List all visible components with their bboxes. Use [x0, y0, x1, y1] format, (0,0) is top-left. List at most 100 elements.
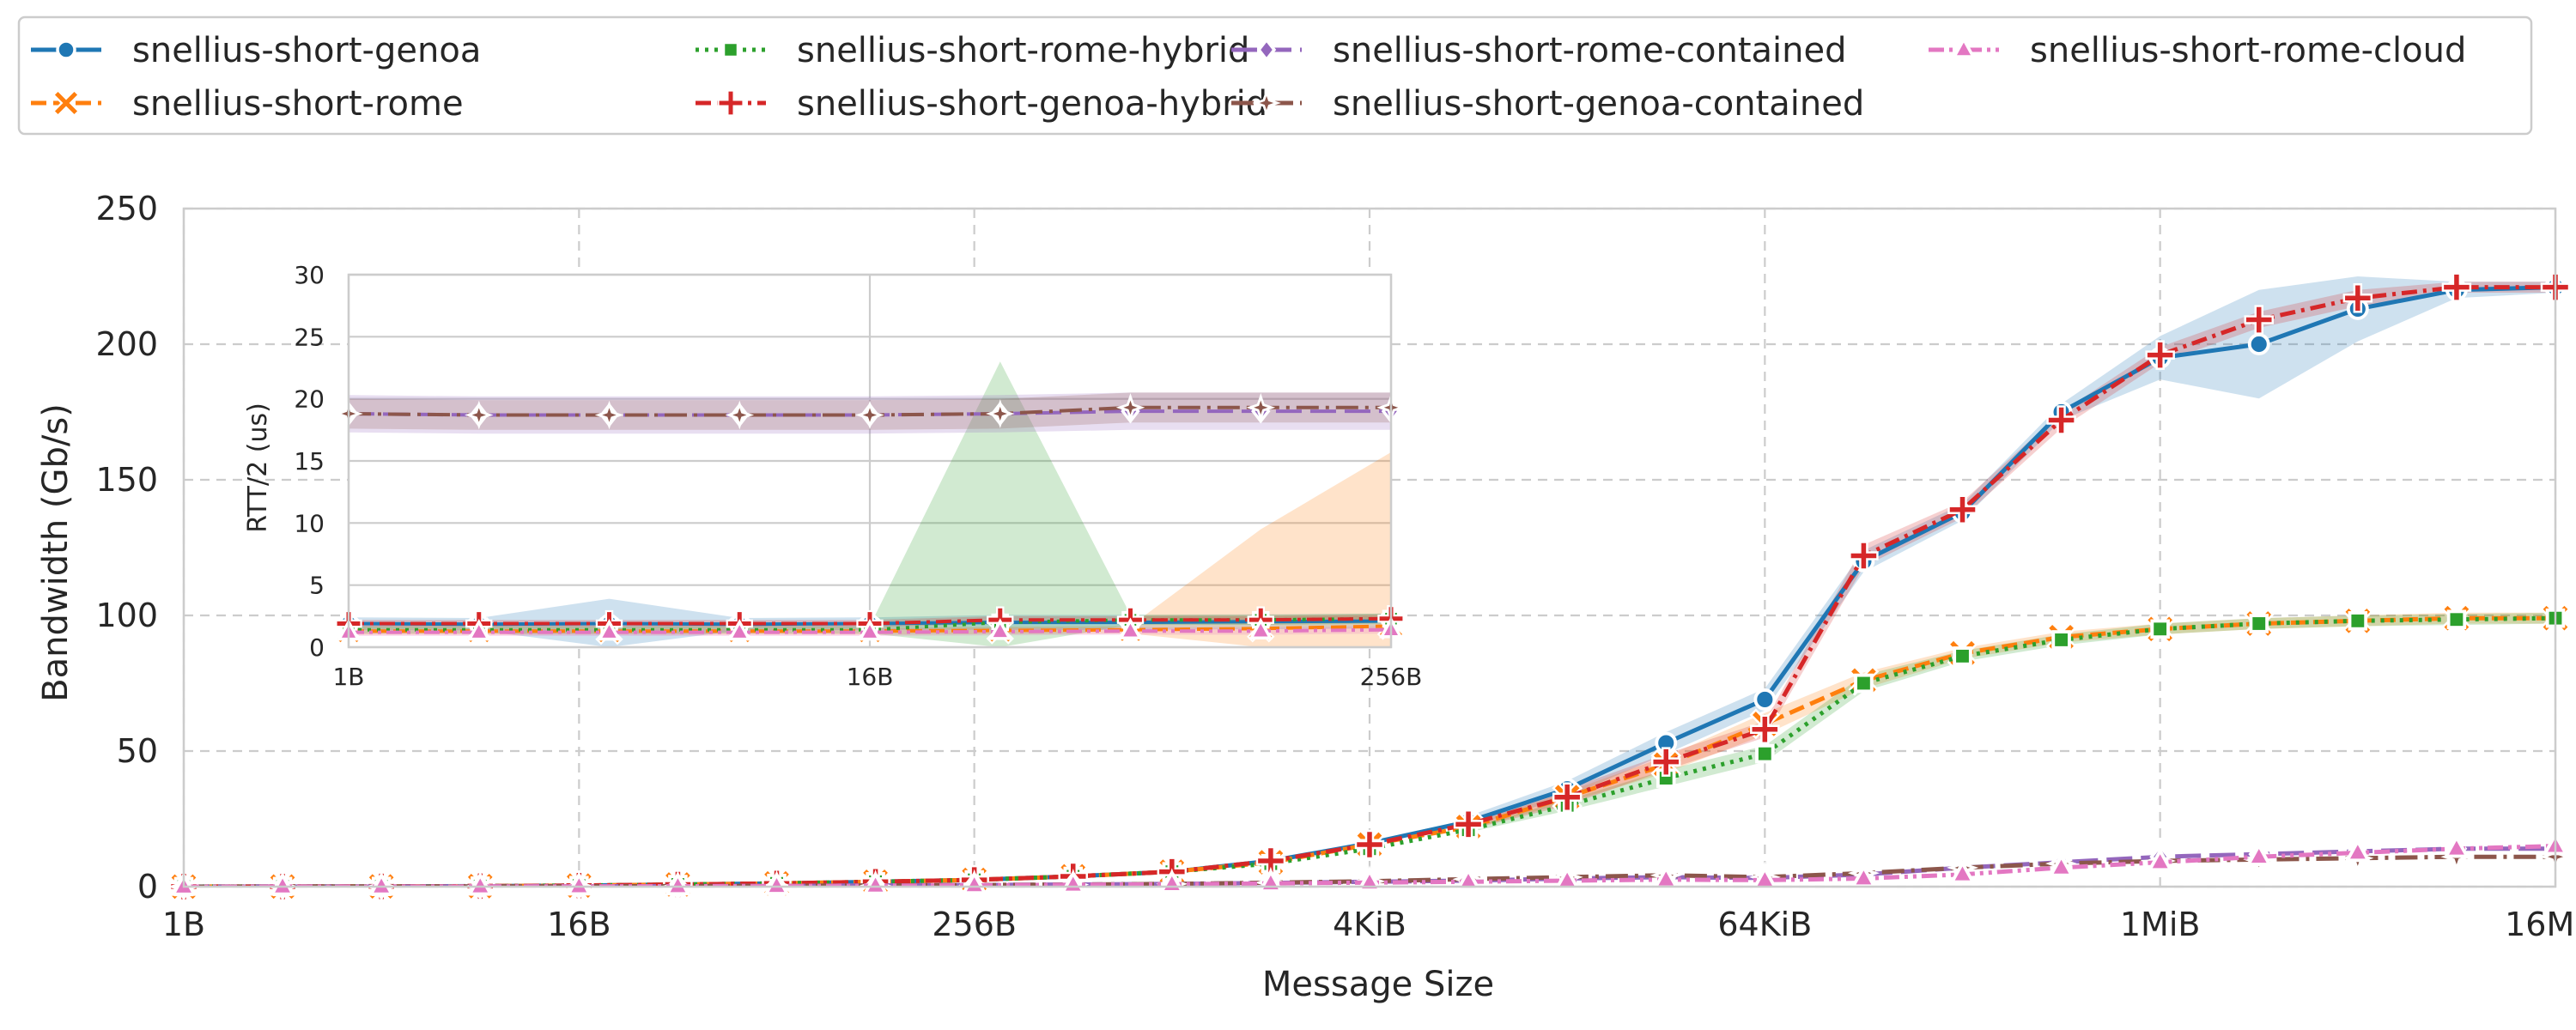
plot-frame: [182, 207, 2557, 888]
inset-point-snellius-short-rome-cloud-8b: [727, 619, 752, 641]
point-snellius-short-genoa-hybrid-128kib: [1849, 541, 1879, 571]
inset-point-snellius-short-rome-cloud-64b: [1118, 617, 1143, 639]
x-tick-16b: 16B: [547, 906, 611, 943]
point-snellius-short-rome-cloud-8mib: [2443, 833, 2470, 858]
legend-label-snellius-short-genoa: snellius-short-genoa: [132, 31, 481, 70]
x-tick-256b: 256B: [932, 906, 1017, 943]
y-tick-50: 50: [117, 732, 158, 770]
point-snellius-short-genoa-hybrid-4kib: [1354, 829, 1385, 860]
inset-y-tick-20: 20: [294, 385, 325, 414]
band-snellius-short-genoa-hybrid: [1468, 282, 2555, 830]
x-axis-title: Message Size: [1262, 965, 1494, 1004]
inset-y-tick-0: 0: [309, 633, 325, 662]
y-tick-200: 200: [95, 325, 158, 363]
inset-point-snellius-short-rome-cloud-32b: [987, 618, 1012, 640]
point-snellius-short-genoa-hybrid-8kib: [1453, 809, 1484, 839]
inset-point-snellius-short-genoa-contained-128b: [1246, 392, 1276, 422]
point-snellius-short-rome-cloud-256b: [961, 870, 988, 895]
point-snellius-short-rome-hybrid-4mib: [2348, 611, 2368, 631]
y-axis-title: Bandwidth (Gb/s): [36, 403, 76, 702]
legend-label-snellius-short-genoa-hybrid: snellius-short-genoa-hybrid: [797, 84, 1267, 124]
x-tick-1b: 1B: [162, 906, 205, 943]
inset-point-snellius-short-genoa-contained-32b: [985, 399, 1015, 428]
y-tick-150: 150: [95, 461, 158, 499]
point-snellius-short-genoa-2mib: [2247, 333, 2270, 355]
legend-box: [17, 15, 2533, 136]
legend-marker-snellius-short-rome: [52, 88, 81, 118]
point-snellius-short-rome-hybrid-128kib: [1854, 673, 1874, 694]
inset-y-tick-30: 30: [294, 261, 325, 289]
inset-point-snellius-short-rome-cloud-4b: [597, 619, 622, 641]
point-snellius-short-rome-cloud-4b: [368, 871, 395, 896]
point-snellius-short-rome-hybrid-512kib: [2051, 630, 2071, 650]
point-snellius-short-rome-cloud-4kib: [1356, 868, 1383, 892]
inset-y-tick-10: 10: [294, 509, 325, 537]
inset-x-tick-16b: 16B: [847, 663, 894, 691]
legend-label-snellius-short-rome-contained: snellius-short-rome-contained: [1333, 31, 1847, 70]
inset-point-snellius-short-rome-cloud-128b: [1249, 617, 1273, 639]
legend-marker-snellius-short-rome-contained: [1256, 37, 1277, 63]
point-snellius-short-rome-cloud-16b: [565, 871, 592, 896]
inset-point-snellius-short-rome-cloud-16b: [858, 619, 882, 641]
inset-plot: 1B 16B 256B 0 5 10 15 20 25 30: [294, 261, 1422, 691]
point-snellius-short-rome-cloud-2mib: [2245, 842, 2273, 866]
legend-marker-snellius-short-genoa-contained: [1252, 88, 1281, 118]
legend-entry-snellius-short-rome-cloud: snellius-short-rome-cloud: [1929, 31, 2466, 70]
legend-label-snellius-short-rome-cloud: snellius-short-rome-cloud: [2030, 31, 2466, 70]
legend-marker-snellius-short-rome-hybrid: [721, 40, 740, 59]
point-snellius-short-genoa-hybrid-2mib: [2244, 305, 2274, 335]
point-snellius-short-rome-cloud-8b: [466, 871, 494, 896]
point-snellius-short-genoa-hybrid-64kib: [1750, 714, 1780, 744]
y-tick-250: 250: [95, 190, 158, 227]
point-snellius-short-rome-hybrid-8mib: [2446, 609, 2467, 630]
x-tick-4kib: 4KiB: [1333, 906, 1406, 943]
legend-entry-snellius-short-rome-hybrid: snellius-short-rome-hybrid: [696, 31, 1249, 70]
x-tick-1mib: 1MiB: [2120, 906, 2201, 943]
point-snellius-short-genoa-64kib: [1753, 688, 1777, 711]
inset-point-snellius-short-genoa-contained-2b: [464, 400, 494, 430]
legend: snellius-short-genoa snellius-short-rome s…: [17, 15, 2533, 136]
y-tick-0: 0: [137, 868, 158, 906]
point-snellius-short-rome-cloud-32b: [665, 871, 691, 896]
legend-marker-snellius-short-rome-cloud: [1952, 36, 1976, 58]
x-tick-64kib: 64KiB: [1717, 906, 1812, 943]
point-snellius-short-rome-hybrid-1mib: [2150, 619, 2170, 639]
point-snellius-short-rome-hybrid-64kib: [1755, 743, 1775, 764]
point-snellius-short-genoa-hybrid-4mib: [2342, 283, 2373, 313]
legend-label-snellius-short-rome: snellius-short-rome: [132, 84, 464, 124]
point-snellius-short-genoa-hybrid-8mib: [2441, 272, 2472, 302]
point-snellius-short-rome-cloud-16kib: [1553, 865, 1581, 890]
inset-point-snellius-short-genoa-contained-8b: [725, 400, 755, 430]
point-snellius-short-rome-hybrid-2mib: [2249, 614, 2269, 633]
point-snellius-short-rome-hybrid-256kib: [1953, 646, 1972, 666]
point-snellius-short-rome-cloud-512kib: [2048, 852, 2075, 877]
point-snellius-short-genoa-hybrid-512kib: [2046, 405, 2076, 435]
legend-entry-snellius-short-rome: snellius-short-rome: [31, 84, 464, 124]
legend-label-snellius-short-genoa-contained: snellius-short-genoa-contained: [1333, 84, 1864, 124]
inset-y-tick-15: 15: [294, 447, 325, 476]
point-snellius-short-rome-cloud-64b: [763, 871, 790, 895]
band-snellius-short-genoa: [1468, 276, 2555, 827]
x-tick-16mib: 16MiB: [2505, 906, 2576, 943]
inset-line-snellius-short-genoa-hybrid: [349, 616, 1391, 626]
y-tick-100: 100: [95, 597, 158, 634]
legend-entry-snellius-short-genoa-hybrid: snellius-short-genoa-hybrid: [696, 84, 1267, 124]
legend-entry-snellius-short-genoa: snellius-short-genoa: [31, 31, 481, 70]
inset-point-snellius-short-genoa-contained-4b: [594, 400, 624, 430]
point-snellius-short-rome-cloud-2b: [269, 871, 296, 896]
point-snellius-short-rome-cloud-256kib: [1949, 859, 1976, 884]
point-snellius-short-genoa-hybrid-1mib: [2145, 340, 2175, 370]
inset-plot-frame: [347, 273, 1393, 649]
main-plot: 1B16B256B4KiB64KiB1MiB16MiB0501001502002…: [95, 190, 2576, 943]
point-snellius-short-rome-cloud-128b: [862, 870, 889, 895]
legend-marker-snellius-short-genoa: [56, 39, 76, 60]
legend-label-snellius-short-rome-hybrid: snellius-short-rome-hybrid: [797, 31, 1249, 70]
inset-point-snellius-short-genoa-contained-64b: [1115, 392, 1145, 422]
inset-x-tick-1b: 1B: [332, 663, 364, 691]
inset-y-tick-25: 25: [294, 323, 325, 351]
point-snellius-short-genoa-hybrid-256kib: [1947, 494, 1978, 525]
point-snellius-short-genoa-hybrid-16kib: [1552, 782, 1583, 812]
inset-y-axis-title: RTT/2 (us): [243, 403, 273, 533]
point-snellius-short-rome-cloud-1mib: [2147, 847, 2174, 872]
